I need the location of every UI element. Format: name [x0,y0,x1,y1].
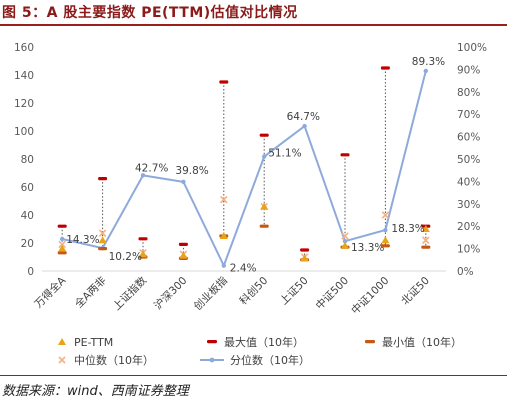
y-left-tick-label: 160 [14,42,34,54]
y-left-tick-label: 140 [14,70,34,82]
y-left-tick-label: 20 [21,238,34,250]
y-left-tick-label: 100 [14,126,34,138]
percentile-data-label: 39.8% [175,165,208,177]
legend-max-swatch [207,340,217,344]
x-category-label: 沪深300 [151,274,189,312]
legend-median-swatch [58,356,66,364]
legend-percentile-dot [209,357,215,363]
max-marker [340,153,350,157]
pe-ttm-marker [421,225,430,232]
pe-ttm-marker [58,244,67,252]
max-marker [98,177,108,181]
median-marker [422,236,430,244]
percentile-data-label: 18.3% [391,223,424,235]
y-right-tick-label: 80% [457,87,480,99]
y-left-tick-label: 40 [21,210,34,222]
y-right-tick-label: 20% [457,221,480,233]
percentile-point [383,227,388,233]
y-right-tick-label: 70% [457,109,480,121]
legend-pe-ttm-swatch [58,338,66,345]
percentile-data-label: 42.7% [135,162,168,174]
max-marker [57,224,67,228]
percentile-point [221,263,226,268]
percentile-point [302,123,307,129]
x-category-label: 创业板指 [191,274,230,313]
y-left-tick-label: 120 [14,98,34,110]
y-right-tick-label: 60% [457,132,480,144]
max-marker [300,248,310,252]
y-right-tick-label: 100% [457,42,487,54]
min-marker [259,224,269,228]
min-marker [421,245,431,249]
pe-ttm-marker [139,250,147,258]
median-marker [58,240,66,249]
y-right-tick-label: 10% [457,244,480,256]
legend-label: 最大值（10年） [224,335,304,349]
percentile-data-label: 14.3% [66,234,99,246]
max-marker [138,237,148,241]
max-marker [178,242,188,246]
percentile-point [181,179,186,185]
max-marker [259,133,269,137]
pe-ttm-marker [381,236,390,244]
percentile-data-label: 64.7% [287,111,320,123]
percentile-point [342,239,348,244]
x-category-label: 科创50 [237,274,270,307]
y-right-tick-label: 30% [457,199,480,211]
pe-ttm-marker [179,251,188,259]
y-right-tick-label: 40% [457,176,480,188]
x-category-label: 北证50 [399,275,432,308]
title-rule [0,24,507,26]
pe-ttm-marker [260,202,269,210]
y-left-tick-label: 80 [21,154,34,166]
pe-ttm-marker [98,236,107,244]
percentile-data-label: 13.3% [351,242,384,254]
legend-label: PE-TTM [74,336,113,349]
legend-min-swatch [365,340,375,344]
percentile-point [423,68,428,74]
x-category-label: 全A两非 [72,274,109,311]
pe-ttm-marker [219,232,228,239]
pe-ttm-marker [300,254,309,262]
legend-label: 最小值（10年） [382,335,462,349]
x-category-label: 上证指数 [110,274,149,313]
min-marker [57,251,67,255]
max-marker [219,80,229,84]
percentile-data-label: 89.3% [412,56,445,68]
max-marker [380,66,390,70]
pe-valuation-chart: 0 20 40 60 80 100 120 140 160 0% 10% 20% 30% 40% 50% 60… [14,42,487,367]
percentile-point [60,236,65,242]
percentile-point [140,173,146,178]
y-left-tick-label: 0 [27,266,34,278]
median-marker [381,211,390,219]
median-marker [220,195,228,204]
x-category-label: 上证50 [278,275,311,308]
percentile-line [61,70,427,269]
legend-label: 中位数（10年） [74,353,154,367]
y-left-tick-label: 60 [21,182,34,194]
source-rule [0,375,507,376]
x-category-label: 万得全A [32,273,69,310]
median-marker [341,232,349,240]
pe-ttm-marker [341,241,349,249]
y-right-tick-label: 90% [457,64,480,76]
x-category-label: 中证500 [313,274,351,312]
figure-title: 图 5：A 股主要指数 PE(TTM)估值对比情况 [2,5,298,21]
percentile-point [262,154,267,159]
percentile-data-label: 10.2% [109,251,142,263]
y-right-tick-label: 0% [457,266,474,278]
min-marker [98,247,108,251]
min-marker [380,244,390,248]
percentile-data-label: 2.4% [230,263,257,275]
percentile-data-label: 51.1% [268,148,301,160]
median-marker [98,229,107,237]
x-category-label: 中证1000 [349,274,392,317]
y-right-tick-label: 50% [457,154,480,166]
source-note: 数据来源：wind、西南证券整理 [2,384,189,399]
legend-label: 分位数（10年） [230,353,310,367]
